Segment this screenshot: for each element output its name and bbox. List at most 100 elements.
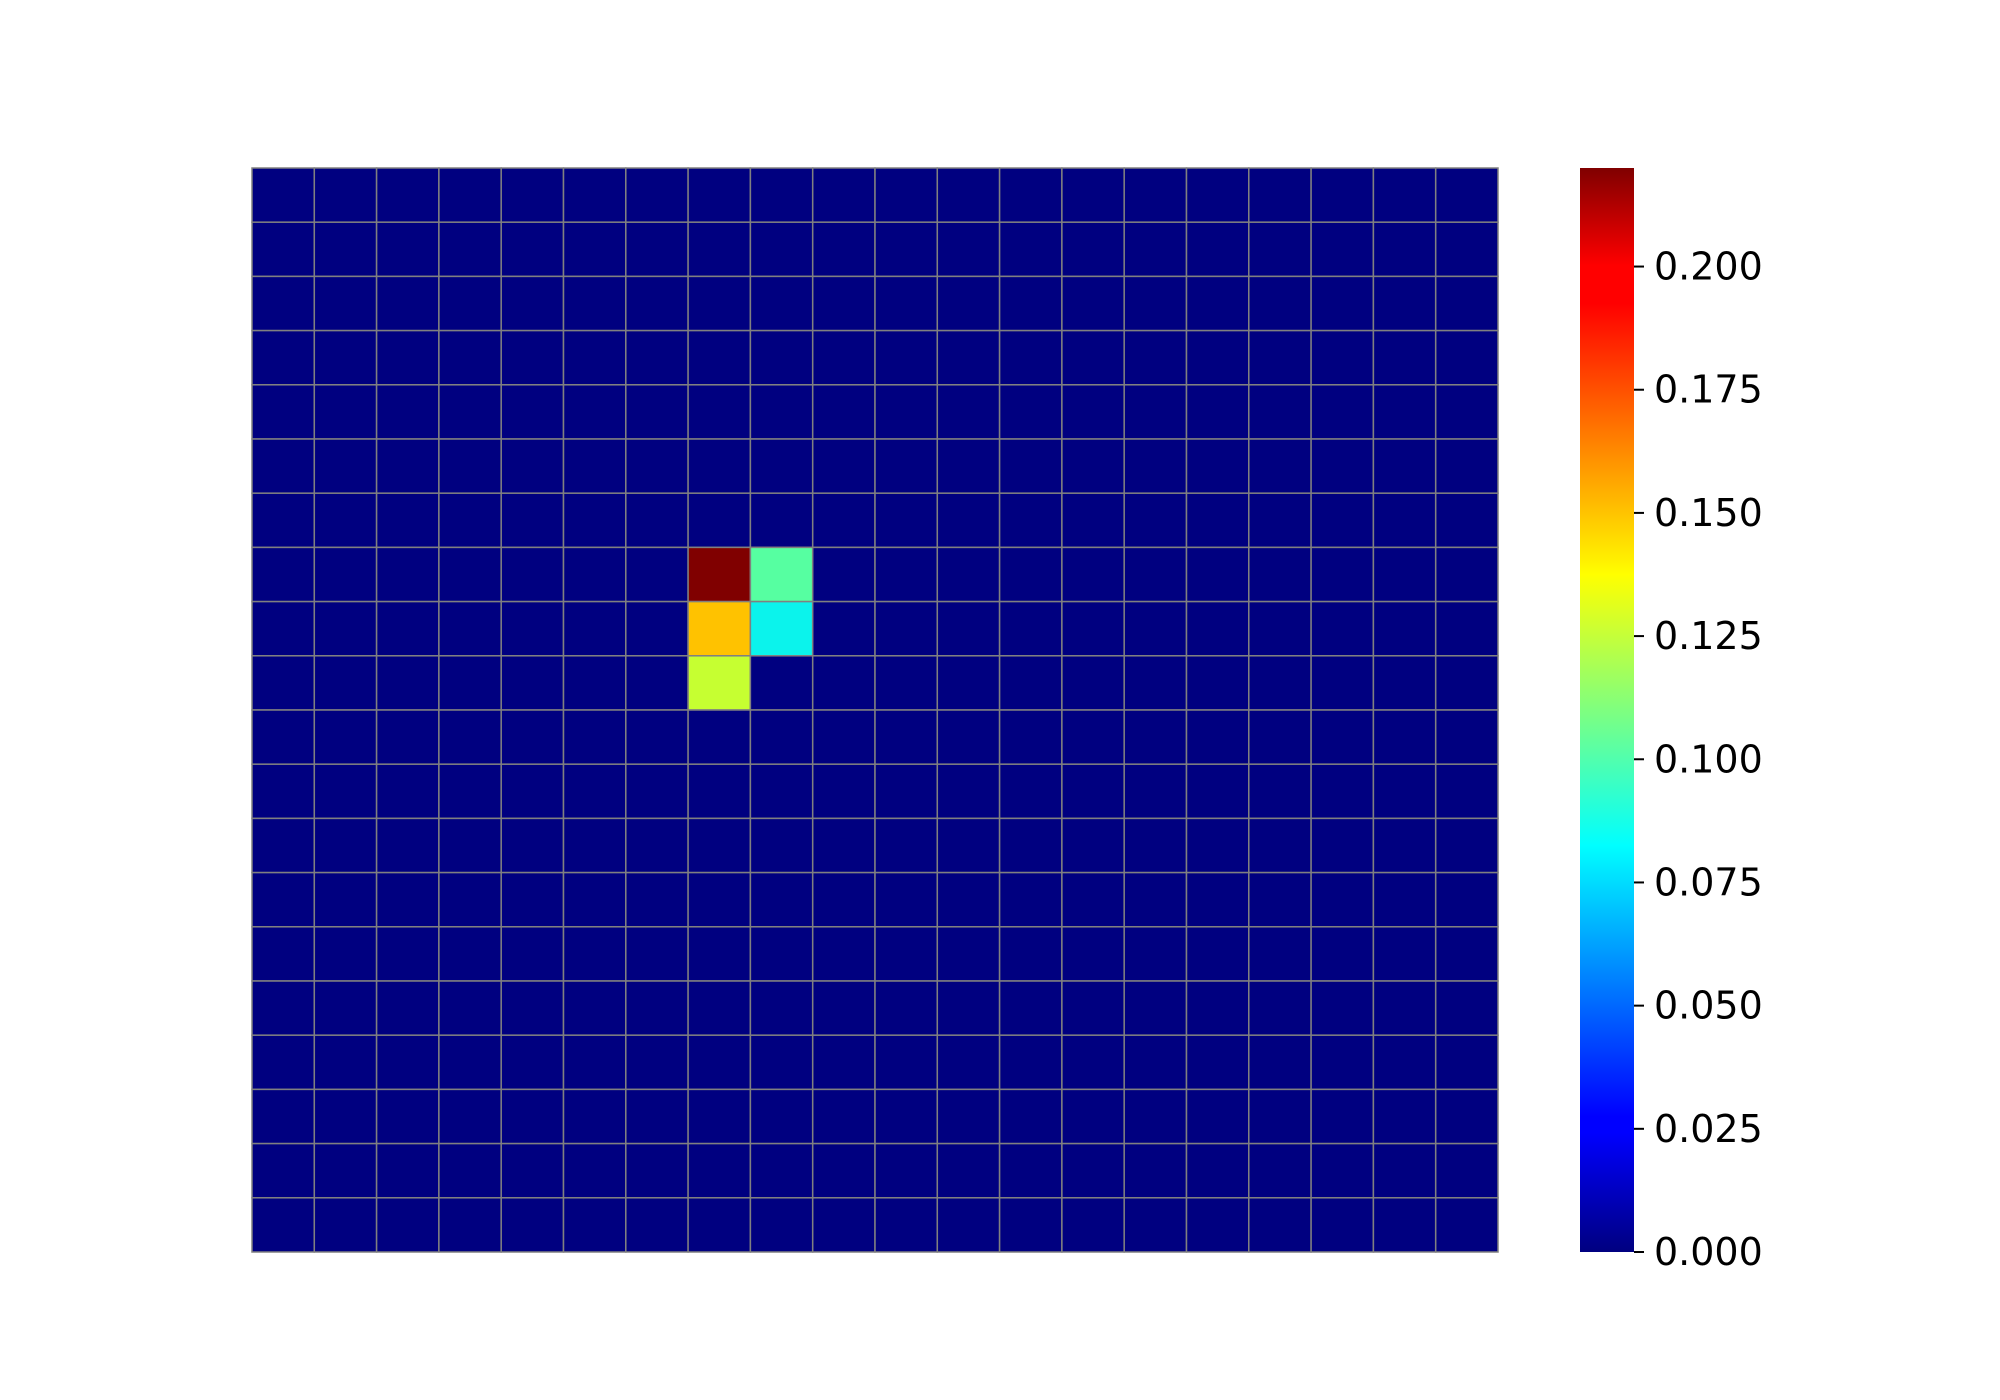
heatmap-cell <box>1310 384 1375 440</box>
heatmap-cell <box>1372 275 1437 332</box>
heatmap-cell <box>874 221 939 278</box>
heatmap-cell <box>251 1142 316 1199</box>
heatmap-cell <box>562 384 627 440</box>
heatmap-cell <box>1248 871 1312 928</box>
heatmap-cell <box>1372 167 1437 223</box>
heatmap-cell <box>625 329 689 386</box>
heatmap-cell <box>1123 1142 1188 1199</box>
heatmap-cell <box>1372 438 1437 494</box>
heatmap-cell <box>811 275 876 332</box>
heatmap-cell <box>1123 871 1188 928</box>
heatmap-cell <box>749 329 814 386</box>
heatmap-cell <box>1434 546 1499 603</box>
heatmap-cell <box>562 655 627 711</box>
heatmap-cell <box>1434 384 1499 440</box>
heatmap-cell <box>313 546 378 603</box>
heatmap-cell <box>1248 655 1312 711</box>
heatmap-cell <box>936 600 1001 657</box>
heatmap-cell <box>1123 492 1188 549</box>
heatmap-cell <box>1123 709 1188 765</box>
heatmap-cell <box>1310 275 1375 332</box>
heatmap-cell <box>1310 817 1375 874</box>
heatmap-cell <box>625 763 689 820</box>
heatmap-cell <box>625 275 689 332</box>
heatmap-cell <box>1248 1034 1312 1091</box>
heatmap-cell <box>998 546 1063 603</box>
heatmap-cell <box>500 1034 565 1091</box>
heatmap-cell <box>500 709 565 765</box>
heatmap-cell <box>1061 980 1125 1036</box>
heatmap-cell <box>562 1197 627 1253</box>
heatmap-cell <box>1248 709 1312 765</box>
heatmap-cell <box>562 1142 627 1199</box>
heatmap-cell <box>375 871 440 928</box>
heatmap-cell <box>562 980 627 1036</box>
heatmap-cell <box>936 329 1001 386</box>
heatmap-cell <box>375 980 440 1036</box>
heatmap-cell <box>1061 600 1125 657</box>
heatmap-cell <box>811 1034 876 1091</box>
heatmap-cell <box>811 655 876 711</box>
heatmap-cell <box>749 763 814 820</box>
colorbar-tick-label: 0.150 <box>1654 491 1763 535</box>
heatmap-cell <box>438 980 502 1036</box>
heatmap-cell <box>251 763 316 820</box>
heatmap-cell <box>687 763 752 820</box>
heatmap-cell <box>874 763 939 820</box>
heatmap-cell <box>375 438 440 494</box>
heatmap-cell <box>500 1142 565 1199</box>
heatmap-cell <box>1061 167 1125 223</box>
colorbar-tick-label: 0.175 <box>1654 368 1763 412</box>
heatmap-cell <box>998 655 1063 711</box>
colorbar-tick-label: 0.075 <box>1654 860 1763 904</box>
heatmap-cell <box>313 1142 378 1199</box>
heatmap-cell <box>562 221 627 278</box>
heatmap-cell <box>749 384 814 440</box>
heatmap-cell <box>375 1034 440 1091</box>
heatmap-cell <box>438 1197 502 1253</box>
heatmap-cell <box>749 709 814 765</box>
heatmap-cell <box>1310 763 1375 820</box>
heatmap-cell <box>749 655 814 711</box>
heatmap-cell <box>1434 709 1499 765</box>
heatmap-cell <box>625 546 689 603</box>
heatmap-cell <box>1372 980 1437 1036</box>
heatmap-cell <box>874 709 939 765</box>
heatmap-cell <box>1248 926 1312 982</box>
heatmap-cell <box>562 1034 627 1091</box>
heatmap-cell <box>1372 1088 1437 1145</box>
heatmap-cell <box>1061 546 1125 603</box>
heatmap-cell <box>1061 763 1125 820</box>
heatmap-cell <box>1061 438 1125 494</box>
heatmap-cell <box>998 709 1063 765</box>
heatmap-cell <box>874 1197 939 1253</box>
heatmap-cell <box>625 655 689 711</box>
heatmap-cell <box>936 655 1001 711</box>
heatmap-cell <box>811 384 876 440</box>
heatmap-cell <box>1434 438 1499 494</box>
heatmap-cell <box>1372 600 1437 657</box>
heatmap-cell <box>1061 817 1125 874</box>
heatmap-cell <box>625 1088 689 1145</box>
heatmap-cell <box>1061 384 1125 440</box>
heatmap-cell <box>500 167 565 223</box>
heatmap-cell <box>1185 438 1250 494</box>
heatmap-cell <box>936 1142 1001 1199</box>
heatmap-cell <box>811 167 876 223</box>
heatmap-cell <box>313 926 378 982</box>
heatmap-cell <box>500 763 565 820</box>
heatmap-cell <box>1372 817 1437 874</box>
heatmap-cell <box>1372 871 1437 928</box>
heatmap-cell <box>500 817 565 874</box>
heatmap-cell <box>936 980 1001 1036</box>
heatmap-cell <box>1185 384 1250 440</box>
heatmap-cell <box>1434 1197 1499 1253</box>
heatmap-cell <box>749 817 814 874</box>
heatmap-cell <box>1061 1142 1125 1199</box>
heatmap-cell <box>438 275 502 332</box>
heatmap-cell <box>811 1197 876 1253</box>
heatmap-cell <box>251 1088 316 1145</box>
heatmap-cell <box>749 167 814 223</box>
heatmap-cell <box>375 221 440 278</box>
heatmap-cell <box>1434 600 1499 657</box>
